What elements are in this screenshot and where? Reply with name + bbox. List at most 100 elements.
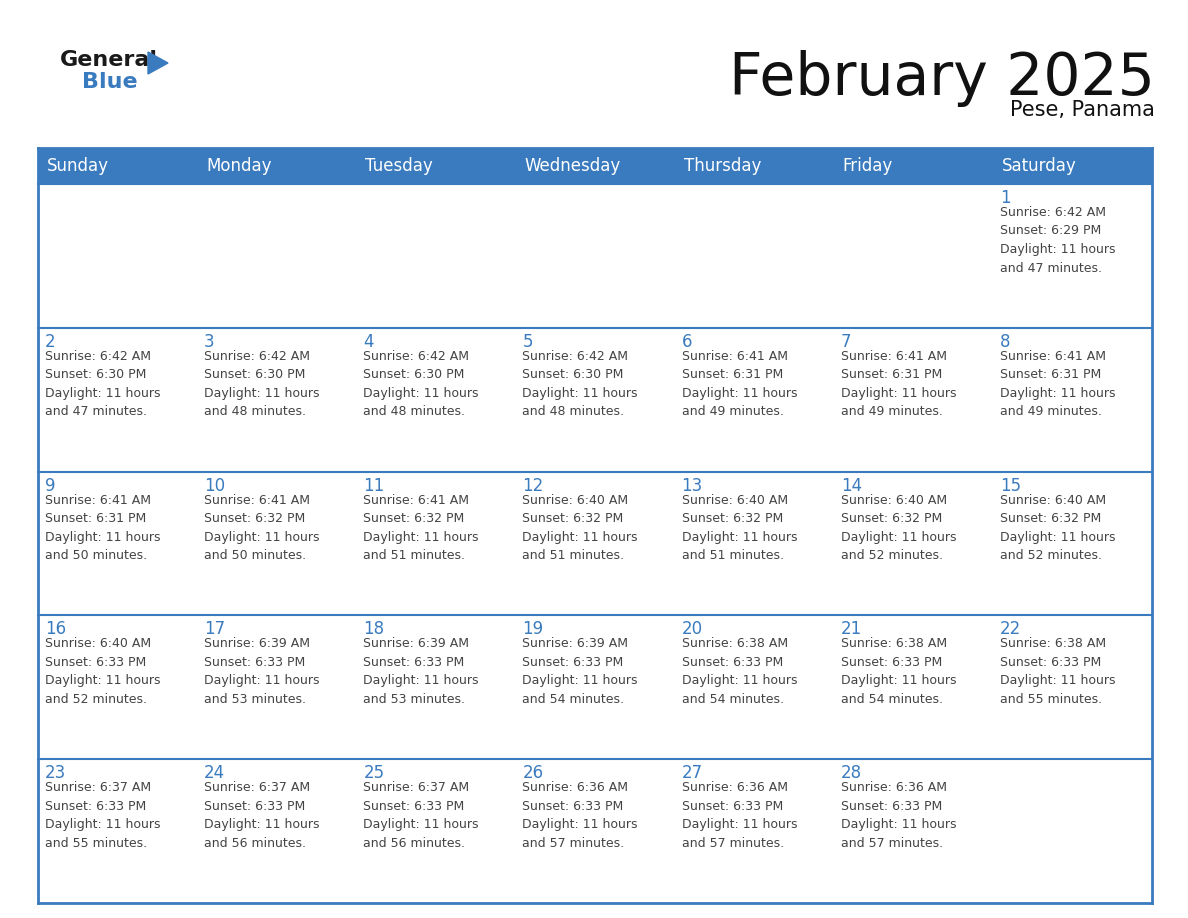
Text: Wednesday: Wednesday <box>524 157 620 175</box>
Text: Sunrise: 6:36 AM
Sunset: 6:33 PM
Daylight: 11 hours
and 57 minutes.: Sunrise: 6:36 AM Sunset: 6:33 PM Dayligh… <box>523 781 638 850</box>
Text: 3: 3 <box>204 333 215 351</box>
Text: 15: 15 <box>1000 476 1020 495</box>
Text: 28: 28 <box>841 764 861 782</box>
Text: Saturday: Saturday <box>1001 157 1076 175</box>
Text: Friday: Friday <box>842 157 893 175</box>
Bar <box>38 472 197 615</box>
Text: Sunrise: 6:40 AM
Sunset: 6:32 PM
Daylight: 11 hours
and 51 minutes.: Sunrise: 6:40 AM Sunset: 6:32 PM Dayligh… <box>523 494 638 562</box>
Text: Sunday: Sunday <box>48 157 109 175</box>
Bar <box>675 615 834 759</box>
Bar <box>834 615 993 759</box>
Bar <box>197 328 356 472</box>
Text: Sunrise: 6:39 AM
Sunset: 6:33 PM
Daylight: 11 hours
and 53 minutes.: Sunrise: 6:39 AM Sunset: 6:33 PM Dayligh… <box>204 637 320 706</box>
Text: Sunrise: 6:39 AM
Sunset: 6:33 PM
Daylight: 11 hours
and 54 minutes.: Sunrise: 6:39 AM Sunset: 6:33 PM Dayligh… <box>523 637 638 706</box>
Text: 13: 13 <box>682 476 703 495</box>
Text: 7: 7 <box>841 333 852 351</box>
Text: 26: 26 <box>523 764 544 782</box>
Bar <box>993 184 1152 328</box>
Bar <box>993 148 1152 184</box>
Bar <box>834 759 993 903</box>
Text: 1: 1 <box>1000 189 1011 207</box>
Text: Sunrise: 6:41 AM
Sunset: 6:31 PM
Daylight: 11 hours
and 50 minutes.: Sunrise: 6:41 AM Sunset: 6:31 PM Dayligh… <box>45 494 160 562</box>
Text: 20: 20 <box>682 621 702 638</box>
Bar <box>675 184 834 328</box>
Bar <box>356 759 516 903</box>
Text: Sunrise: 6:38 AM
Sunset: 6:33 PM
Daylight: 11 hours
and 54 minutes.: Sunrise: 6:38 AM Sunset: 6:33 PM Dayligh… <box>841 637 956 706</box>
Text: Monday: Monday <box>207 157 272 175</box>
Text: 19: 19 <box>523 621 544 638</box>
Bar <box>38 148 1152 903</box>
Bar <box>834 472 993 615</box>
Bar <box>38 148 197 184</box>
Text: 27: 27 <box>682 764 702 782</box>
Bar <box>38 328 197 472</box>
Text: Sunrise: 6:37 AM
Sunset: 6:33 PM
Daylight: 11 hours
and 55 minutes.: Sunrise: 6:37 AM Sunset: 6:33 PM Dayligh… <box>45 781 160 850</box>
Text: Sunrise: 6:41 AM
Sunset: 6:32 PM
Daylight: 11 hours
and 50 minutes.: Sunrise: 6:41 AM Sunset: 6:32 PM Dayligh… <box>204 494 320 562</box>
Text: 24: 24 <box>204 764 226 782</box>
Text: Sunrise: 6:37 AM
Sunset: 6:33 PM
Daylight: 11 hours
and 56 minutes.: Sunrise: 6:37 AM Sunset: 6:33 PM Dayligh… <box>364 781 479 850</box>
Bar <box>516 615 675 759</box>
Text: General: General <box>61 50 158 70</box>
Bar <box>356 472 516 615</box>
Text: 21: 21 <box>841 621 862 638</box>
Text: 17: 17 <box>204 621 226 638</box>
Bar <box>197 148 356 184</box>
Text: February 2025: February 2025 <box>729 50 1155 107</box>
Bar <box>516 328 675 472</box>
Bar <box>356 184 516 328</box>
Text: 4: 4 <box>364 333 374 351</box>
Text: Sunrise: 6:39 AM
Sunset: 6:33 PM
Daylight: 11 hours
and 53 minutes.: Sunrise: 6:39 AM Sunset: 6:33 PM Dayligh… <box>364 637 479 706</box>
Text: Blue: Blue <box>82 72 138 92</box>
Text: Sunrise: 6:42 AM
Sunset: 6:30 PM
Daylight: 11 hours
and 47 minutes.: Sunrise: 6:42 AM Sunset: 6:30 PM Dayligh… <box>45 350 160 419</box>
Text: 10: 10 <box>204 476 226 495</box>
Text: Sunrise: 6:38 AM
Sunset: 6:33 PM
Daylight: 11 hours
and 54 minutes.: Sunrise: 6:38 AM Sunset: 6:33 PM Dayligh… <box>682 637 797 706</box>
Bar <box>197 615 356 759</box>
Text: 12: 12 <box>523 476 544 495</box>
Text: 2: 2 <box>45 333 56 351</box>
Bar <box>993 615 1152 759</box>
Text: 6: 6 <box>682 333 693 351</box>
Bar <box>356 615 516 759</box>
Bar <box>38 184 197 328</box>
Text: Sunrise: 6:38 AM
Sunset: 6:33 PM
Daylight: 11 hours
and 55 minutes.: Sunrise: 6:38 AM Sunset: 6:33 PM Dayligh… <box>1000 637 1116 706</box>
Bar <box>675 328 834 472</box>
Bar <box>675 759 834 903</box>
Bar <box>675 148 834 184</box>
Text: 8: 8 <box>1000 333 1010 351</box>
Text: Tuesday: Tuesday <box>365 157 434 175</box>
Text: Thursday: Thursday <box>683 157 762 175</box>
Bar <box>356 148 516 184</box>
Text: Sunrise: 6:36 AM
Sunset: 6:33 PM
Daylight: 11 hours
and 57 minutes.: Sunrise: 6:36 AM Sunset: 6:33 PM Dayligh… <box>682 781 797 850</box>
Text: 9: 9 <box>45 476 56 495</box>
Bar <box>356 328 516 472</box>
Bar <box>516 184 675 328</box>
Bar <box>197 184 356 328</box>
Text: 22: 22 <box>1000 621 1022 638</box>
Bar <box>675 472 834 615</box>
Text: Sunrise: 6:42 AM
Sunset: 6:29 PM
Daylight: 11 hours
and 47 minutes.: Sunrise: 6:42 AM Sunset: 6:29 PM Dayligh… <box>1000 206 1116 274</box>
Text: 14: 14 <box>841 476 861 495</box>
Text: 5: 5 <box>523 333 533 351</box>
Bar <box>38 615 197 759</box>
Text: Sunrise: 6:41 AM
Sunset: 6:31 PM
Daylight: 11 hours
and 49 minutes.: Sunrise: 6:41 AM Sunset: 6:31 PM Dayligh… <box>682 350 797 419</box>
Text: Sunrise: 6:41 AM
Sunset: 6:31 PM
Daylight: 11 hours
and 49 minutes.: Sunrise: 6:41 AM Sunset: 6:31 PM Dayligh… <box>1000 350 1116 419</box>
Text: Sunrise: 6:42 AM
Sunset: 6:30 PM
Daylight: 11 hours
and 48 minutes.: Sunrise: 6:42 AM Sunset: 6:30 PM Dayligh… <box>523 350 638 419</box>
Text: Pese, Panama: Pese, Panama <box>1010 100 1155 120</box>
Bar <box>834 328 993 472</box>
Text: Sunrise: 6:40 AM
Sunset: 6:32 PM
Daylight: 11 hours
and 52 minutes.: Sunrise: 6:40 AM Sunset: 6:32 PM Dayligh… <box>841 494 956 562</box>
Bar <box>516 759 675 903</box>
Text: Sunrise: 6:42 AM
Sunset: 6:30 PM
Daylight: 11 hours
and 48 minutes.: Sunrise: 6:42 AM Sunset: 6:30 PM Dayligh… <box>204 350 320 419</box>
Text: Sunrise: 6:37 AM
Sunset: 6:33 PM
Daylight: 11 hours
and 56 minutes.: Sunrise: 6:37 AM Sunset: 6:33 PM Dayligh… <box>204 781 320 850</box>
Bar <box>38 759 197 903</box>
Bar <box>834 184 993 328</box>
Text: 16: 16 <box>45 621 67 638</box>
Polygon shape <box>148 52 168 74</box>
Text: 23: 23 <box>45 764 67 782</box>
Bar <box>993 759 1152 903</box>
Text: Sunrise: 6:40 AM
Sunset: 6:32 PM
Daylight: 11 hours
and 51 minutes.: Sunrise: 6:40 AM Sunset: 6:32 PM Dayligh… <box>682 494 797 562</box>
Bar <box>516 472 675 615</box>
Text: Sunrise: 6:41 AM
Sunset: 6:31 PM
Daylight: 11 hours
and 49 minutes.: Sunrise: 6:41 AM Sunset: 6:31 PM Dayligh… <box>841 350 956 419</box>
Text: Sunrise: 6:41 AM
Sunset: 6:32 PM
Daylight: 11 hours
and 51 minutes.: Sunrise: 6:41 AM Sunset: 6:32 PM Dayligh… <box>364 494 479 562</box>
Bar <box>516 148 675 184</box>
Text: Sunrise: 6:36 AM
Sunset: 6:33 PM
Daylight: 11 hours
and 57 minutes.: Sunrise: 6:36 AM Sunset: 6:33 PM Dayligh… <box>841 781 956 850</box>
